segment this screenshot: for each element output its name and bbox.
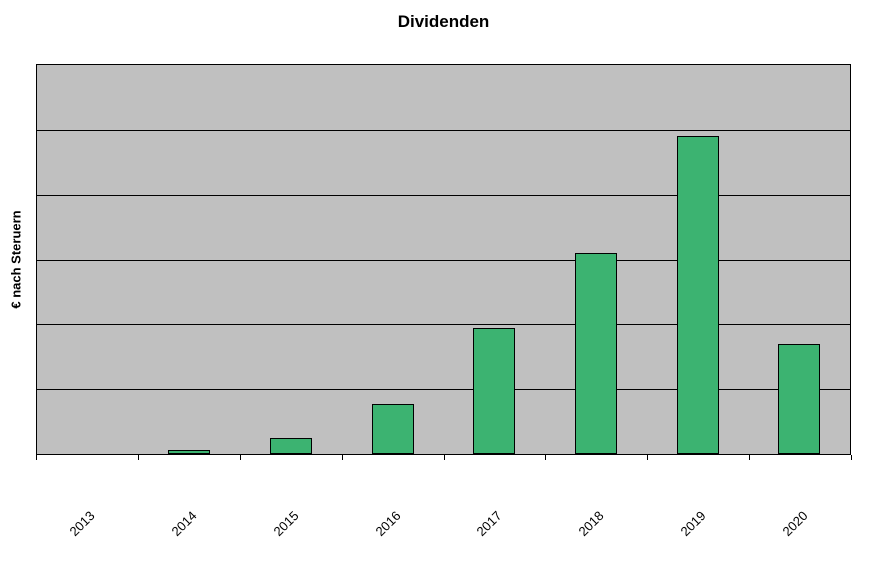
bars-layer: [37, 65, 850, 454]
y-axis-label: € nach Steruern: [8, 210, 24, 309]
gridline: [37, 324, 850, 326]
x-tick-label-2014: 2014: [168, 508, 200, 540]
x-tick-label-2017: 2017: [473, 508, 506, 540]
bar-slot-2016: [342, 65, 444, 454]
x-tick-label-2020: 2020: [779, 508, 811, 540]
bar-2014: [168, 450, 211, 454]
chart-title: Dividenden: [397, 12, 490, 31]
bar-2018: [574, 253, 617, 454]
bar-2015: [270, 437, 313, 454]
x-axis-tick: [545, 455, 547, 460]
bar-slot-2013: [37, 65, 139, 454]
bar-slot-2019: [647, 65, 749, 454]
x-tick-label-2013: 2013: [66, 508, 98, 540]
x-tick-label-2019: 2019: [677, 508, 709, 540]
bar-slot-2014: [139, 65, 241, 454]
gridline: [37, 259, 850, 261]
x-axis-tick: [137, 455, 139, 460]
x-tick-label-2015: 2015: [270, 508, 302, 540]
y-axis-label-box: € nach Steruern: [0, 64, 32, 455]
x-axis-ticks: [36, 455, 852, 461]
x-axis-labels: 2013 2014 2015 2016 2017 2018 2019 2020: [36, 455, 851, 565]
x-tick-label-2016: 2016: [372, 508, 404, 540]
bar-slot-2018: [545, 65, 647, 454]
x-axis-tick: [749, 455, 751, 460]
bar-slot-2017: [444, 65, 546, 454]
x-axis-tick: [239, 455, 241, 460]
gridline: [37, 194, 850, 196]
bar-2016: [371, 404, 414, 454]
x-axis-tick: [851, 455, 852, 460]
bar-slot-2015: [240, 65, 342, 454]
x-axis-tick: [36, 455, 37, 460]
gridline: [37, 389, 850, 391]
x-axis-tick: [341, 455, 343, 460]
x-axis-tick: [647, 455, 649, 460]
x-axis-tick: [443, 455, 445, 460]
gridline: [37, 129, 850, 131]
bar-2020: [778, 343, 821, 454]
x-tick-label-2018: 2018: [575, 508, 607, 540]
plot-area: [36, 64, 851, 455]
bar-slot-2020: [748, 65, 850, 454]
bar-2019: [676, 136, 719, 454]
bar-2017: [473, 327, 516, 454]
